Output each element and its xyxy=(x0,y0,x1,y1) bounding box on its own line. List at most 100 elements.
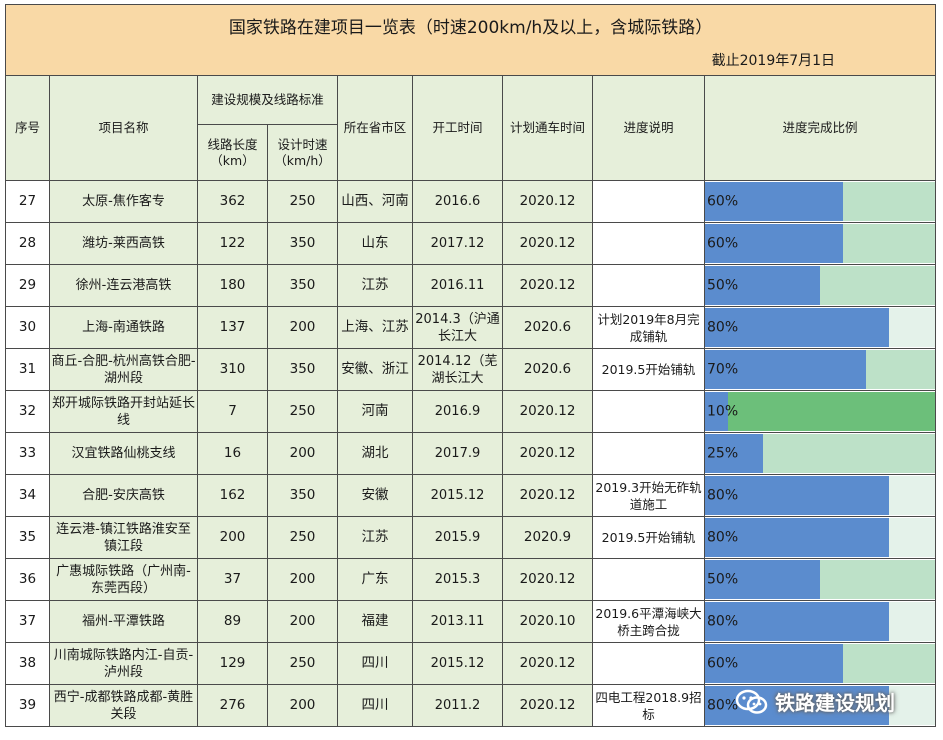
progress-percent: 80% xyxy=(707,319,739,335)
project-name: 川南城际铁路内江-自贡-泸州段 xyxy=(49,642,198,685)
project-name: 西宁-成都铁路成都-黄胜关段 xyxy=(49,684,198,727)
progress-percent: 80% xyxy=(707,487,739,503)
line-length: 310 xyxy=(197,348,268,391)
start-date: 2015.12 xyxy=(412,474,503,517)
line-length: 180 xyxy=(197,264,268,307)
row-number: 29 xyxy=(5,264,50,307)
row-number: 34 xyxy=(5,474,50,517)
progress-bar xyxy=(705,308,890,347)
railway-project-sheet: 国家铁路在建项目一览表（时速200km/h及以上，含城际铁路） 截止2019年7… xyxy=(4,4,937,740)
progress-note: 计划2019年8月完成铺轨 xyxy=(592,306,705,349)
progress-percent: 80% xyxy=(707,697,739,713)
progress-percent: 10% xyxy=(707,403,739,419)
progress-bar xyxy=(705,224,844,263)
header-seq: 序号 xyxy=(5,75,50,181)
table-row: 38 川南城际铁路内江-自贡-泸州段 129 250 四川 2015.12 2020.12 6… xyxy=(5,642,937,685)
progress-percent: 50% xyxy=(707,571,739,587)
project-name: 郑开城际铁路开封站延长线 xyxy=(49,390,198,433)
wechat-icon xyxy=(735,689,768,714)
planned-open-date: 2020.6 xyxy=(502,348,593,391)
watermark-text: 铁路建设规划 xyxy=(775,691,895,715)
province: 山东 xyxy=(337,222,413,265)
progress-track xyxy=(705,392,935,431)
start-date: 2015.12 xyxy=(412,642,503,685)
project-name: 福州-平潭铁路 xyxy=(49,600,198,643)
progress-note: 2019.6平潭海峡大桥主跨合拢 xyxy=(592,600,705,643)
header-province: 所在省市区 xyxy=(337,75,413,181)
line-length: 200 xyxy=(197,516,268,559)
progress-cell: 60% xyxy=(703,180,937,223)
row-number: 28 xyxy=(5,222,50,265)
progress-cell: 50% xyxy=(703,264,937,307)
design-speed: 200 xyxy=(267,306,338,349)
line-length: 137 xyxy=(197,306,268,349)
progress-bar xyxy=(705,350,867,389)
header-open: 计划通车时间 xyxy=(502,75,593,181)
design-speed: 250 xyxy=(267,390,338,433)
progress-bar xyxy=(705,392,728,431)
province: 四川 xyxy=(337,642,413,685)
table-row: 30 上海-南通铁路 137 200 上海、江苏 2014.3（沪通长江大 2020.6 计划… xyxy=(5,306,937,349)
progress-percent: 50% xyxy=(707,277,739,293)
design-speed: 250 xyxy=(267,180,338,223)
header-length: 线路长度（km） xyxy=(197,124,268,181)
line-length: 89 xyxy=(197,600,268,643)
progress-note xyxy=(592,558,705,601)
line-length: 362 xyxy=(197,180,268,223)
progress-cell: 80% xyxy=(703,474,937,517)
province: 江苏 xyxy=(337,516,413,559)
header-speed: 设计时速（km/h） xyxy=(267,124,338,181)
line-length: 37 xyxy=(197,558,268,601)
progress-percent: 60% xyxy=(707,193,739,209)
design-speed: 350 xyxy=(267,474,338,517)
project-name: 太原-焦作客专 xyxy=(49,180,198,223)
start-date: 2014.3（沪通长江大 xyxy=(412,306,503,349)
progress-cell: 80% xyxy=(703,306,937,349)
progress-cell: 10% xyxy=(703,390,937,433)
row-number: 39 xyxy=(5,684,50,727)
table-row: 36 广惠城际铁路（广州南-东莞西段） 37 200 广东 2015.3 2020.12 50… xyxy=(5,558,937,601)
province: 安徽 xyxy=(337,474,413,517)
line-length: 122 xyxy=(197,222,268,265)
design-speed: 200 xyxy=(267,558,338,601)
design-speed: 250 xyxy=(267,516,338,559)
planned-open-date: 2020.12 xyxy=(502,180,593,223)
row-number: 27 xyxy=(5,180,50,223)
table-row: 34 合肥-安庆高铁 162 350 安徽 2015.12 2020.12 2019.3开始无… xyxy=(5,474,937,517)
progress-percent: 25% xyxy=(707,445,739,461)
province: 江苏 xyxy=(337,264,413,307)
progress-note xyxy=(592,642,705,685)
header-progress-ratio: 进度完成比例 xyxy=(703,75,937,181)
start-date: 2015.3 xyxy=(412,558,503,601)
start-date: 2011.2 xyxy=(412,684,503,727)
province: 湖北 xyxy=(337,432,413,475)
progress-note: 2019.5开始铺轨 xyxy=(592,348,705,391)
progress-percent: 70% xyxy=(707,361,739,377)
row-number: 38 xyxy=(5,642,50,685)
progress-bar xyxy=(705,644,844,683)
progress-cell: 60% xyxy=(703,642,937,685)
planned-open-date: 2020.12 xyxy=(502,474,593,517)
watermark: 铁路建设规划 xyxy=(735,687,895,716)
table-title: 国家铁路在建项目一览表（时速200km/h及以上，含城际铁路） xyxy=(4,4,937,45)
province: 河南 xyxy=(337,390,413,433)
progress-percent: 60% xyxy=(707,655,739,671)
progress-note xyxy=(592,390,705,433)
design-speed: 200 xyxy=(267,600,338,643)
design-speed: 200 xyxy=(267,684,338,727)
progress-note: 2019.5开始铺轨 xyxy=(592,516,705,559)
table-row: 32 郑开城际铁路开封站延长线 7 250 河南 2016.9 2020.12 10% xyxy=(5,390,937,433)
start-date: 2017.12 xyxy=(412,222,503,265)
start-date: 2015.9 xyxy=(412,516,503,559)
progress-bar xyxy=(705,602,890,641)
project-name: 广惠城际铁路（广州南-东莞西段） xyxy=(49,558,198,601)
table-row: 39 西宁-成都铁路成都-黄胜关段 276 200 四川 2011.2 2020.12 四电工… xyxy=(5,684,937,727)
table-row: 28 潍坊-莱西高铁 122 350 山东 2017.12 2020.12 60% xyxy=(5,222,937,265)
table-row: 37 福州-平潭铁路 89 200 福建 2013.11 2020.10 2019.6平潭海峡… xyxy=(5,600,937,643)
planned-open-date: 2020.12 xyxy=(502,642,593,685)
project-name: 连云港-镇江铁路淮安至镇江段 xyxy=(49,516,198,559)
as-of-date: 截止2019年7月1日 xyxy=(4,45,937,76)
table-row: 35 连云港-镇江铁路淮安至镇江段 200 250 江苏 2015.9 2020.9 2019… xyxy=(5,516,937,559)
progress-bar xyxy=(705,434,763,473)
row-number: 37 xyxy=(5,600,50,643)
